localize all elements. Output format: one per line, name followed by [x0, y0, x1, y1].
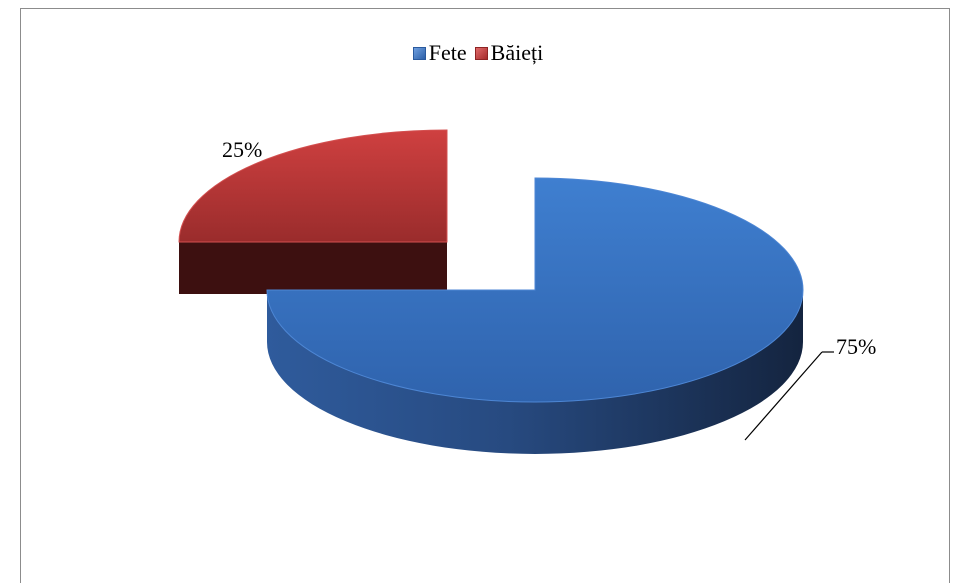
pie-top-fete [266, 177, 804, 403]
legend-swatch-baieti [474, 46, 488, 60]
legend-item-baieti[interactable]: Băieți [474, 40, 544, 66]
pie-slice-baieti[interactable] [178, 129, 448, 294]
legend-item-fete[interactable]: Fete [412, 40, 467, 66]
pie-side-baieti [179, 242, 447, 294]
legend-label-fete: Fete [428, 40, 467, 65]
legend-label-baieti: Băieți [490, 40, 544, 65]
legend-swatch-fete [412, 46, 426, 60]
data-label-baieti: 25% [222, 137, 262, 162]
legend: Fete Băieți [0, 40, 956, 66]
pie-side-fete [267, 290, 803, 454]
pie-slice-fete[interactable] [266, 177, 804, 454]
pie-top-baieti [178, 129, 448, 243]
data-label-fete: 75% [836, 334, 876, 359]
leader-line-fete [744, 351, 823, 441]
